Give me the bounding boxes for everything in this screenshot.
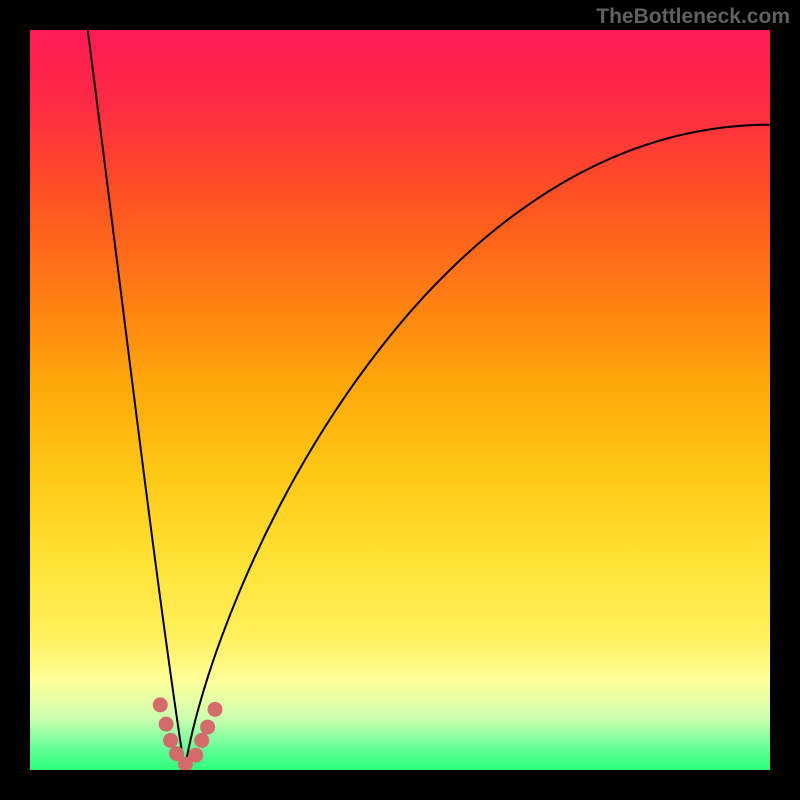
marker-point (189, 748, 203, 762)
marker-layer (30, 30, 770, 770)
watermark-text: TheBottleneck.com (596, 5, 790, 29)
marker-point (159, 717, 173, 731)
marker-point (208, 702, 222, 716)
plot-area (30, 30, 770, 770)
marker-point (164, 733, 178, 747)
marker-point (201, 720, 215, 734)
marker-point (195, 733, 209, 747)
chart-container: TheBottleneck.com (0, 0, 800, 800)
marker-point (153, 698, 167, 712)
